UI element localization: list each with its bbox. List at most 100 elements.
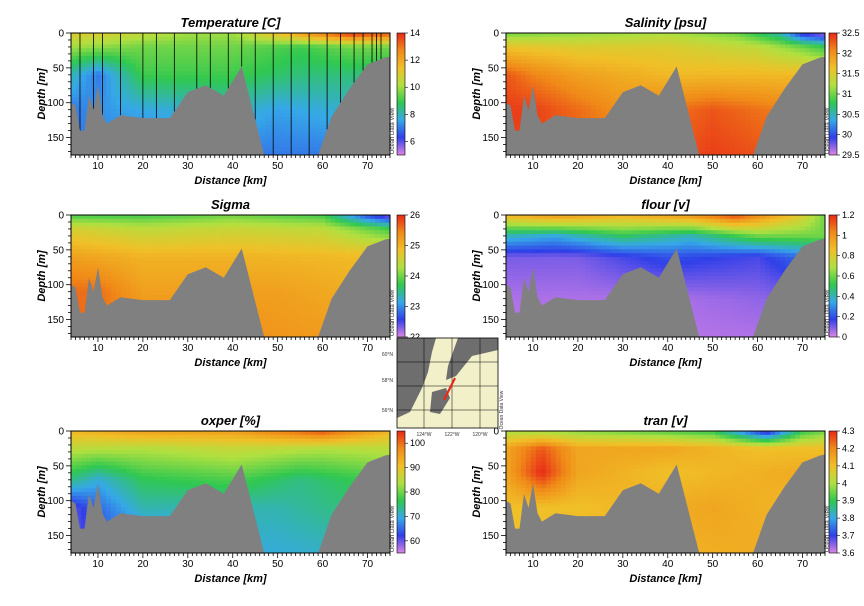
field-cell bbox=[616, 83, 622, 87]
field-cell bbox=[506, 98, 512, 102]
field-cell bbox=[255, 90, 261, 94]
field-cell bbox=[755, 60, 761, 64]
field-cell bbox=[775, 71, 781, 75]
field-cell bbox=[86, 257, 92, 261]
field-cell bbox=[151, 272, 157, 276]
field-cell bbox=[161, 75, 167, 79]
field-cell bbox=[101, 272, 107, 276]
field-cell bbox=[136, 83, 142, 87]
field-cell bbox=[171, 33, 177, 37]
field-cell bbox=[675, 37, 681, 41]
field-cell bbox=[355, 44, 361, 48]
field-cell bbox=[255, 109, 261, 113]
field-cell bbox=[111, 249, 117, 253]
field-cell bbox=[616, 67, 622, 71]
field-cell bbox=[636, 33, 642, 37]
field-cell bbox=[335, 67, 341, 71]
field-cell bbox=[710, 56, 716, 60]
field-cell bbox=[76, 261, 82, 265]
field-cell bbox=[516, 64, 522, 68]
field-cell bbox=[121, 272, 127, 276]
field-cell bbox=[121, 234, 127, 238]
field-cell bbox=[265, 121, 271, 125]
field-cell bbox=[631, 33, 637, 37]
field-cell bbox=[675, 33, 681, 37]
field-cell bbox=[536, 64, 542, 68]
field-cell bbox=[151, 276, 157, 280]
field-cell bbox=[166, 64, 172, 68]
field-cell bbox=[566, 98, 572, 102]
field-cell bbox=[245, 79, 251, 83]
field-cell bbox=[81, 52, 87, 56]
field-cell bbox=[91, 253, 97, 257]
field-cell bbox=[815, 48, 821, 52]
field-cell bbox=[760, 94, 766, 98]
field-cell bbox=[146, 60, 152, 64]
field-cell bbox=[735, 33, 741, 37]
field-cell bbox=[636, 52, 642, 56]
field-cell bbox=[71, 223, 77, 227]
field-cell bbox=[770, 94, 776, 98]
field-cell bbox=[106, 238, 112, 242]
field-cell bbox=[601, 60, 607, 64]
field-cell bbox=[71, 37, 77, 41]
field-cell bbox=[601, 64, 607, 68]
field-cell bbox=[730, 67, 736, 71]
field-cell bbox=[790, 41, 796, 45]
field-cell bbox=[156, 226, 162, 230]
field-cell bbox=[300, 71, 306, 75]
field-cell bbox=[141, 105, 147, 109]
field-cell bbox=[795, 56, 801, 60]
field-cell bbox=[516, 98, 522, 102]
field-cell bbox=[86, 261, 92, 265]
field-cell bbox=[611, 44, 617, 48]
field-cell bbox=[335, 83, 341, 87]
field-cell bbox=[591, 94, 597, 98]
field-cell bbox=[365, 44, 371, 48]
field-cell bbox=[551, 71, 557, 75]
field-cell bbox=[116, 249, 122, 253]
salinity-ylabel: Depth [m] bbox=[471, 68, 483, 120]
field-cell bbox=[690, 52, 696, 56]
field-cell bbox=[606, 33, 612, 37]
field-cell bbox=[265, 60, 271, 64]
field-cell bbox=[661, 37, 667, 41]
field-cell bbox=[81, 223, 87, 227]
field-cell bbox=[760, 64, 766, 68]
field-cell bbox=[621, 41, 627, 45]
field-cell bbox=[571, 83, 577, 87]
field-cell bbox=[310, 94, 316, 98]
field-cell bbox=[126, 44, 132, 48]
field-cell bbox=[680, 33, 686, 37]
field-cell bbox=[300, 117, 306, 121]
field-cell bbox=[330, 79, 336, 83]
field-cell bbox=[745, 105, 751, 109]
field-cell bbox=[516, 83, 522, 87]
field-cell bbox=[141, 52, 147, 56]
field-cell bbox=[740, 102, 746, 106]
field-cell bbox=[146, 223, 152, 227]
field-cell bbox=[646, 33, 652, 37]
field-cell bbox=[335, 52, 341, 56]
field-cell bbox=[715, 64, 721, 68]
field-cell bbox=[556, 67, 562, 71]
field-cell bbox=[161, 272, 167, 276]
field-cell bbox=[586, 109, 592, 113]
field-cell bbox=[536, 83, 542, 87]
field-cell bbox=[216, 71, 222, 75]
field-cell bbox=[765, 60, 771, 64]
field-cell bbox=[695, 52, 701, 56]
field-cell bbox=[601, 83, 607, 87]
field-cell bbox=[611, 75, 617, 79]
field-cell bbox=[91, 272, 97, 276]
field-cell bbox=[335, 79, 341, 83]
field-cell bbox=[775, 64, 781, 68]
field-cell bbox=[516, 117, 522, 121]
field-cell bbox=[700, 75, 706, 79]
field-cell bbox=[136, 52, 142, 56]
field-cell bbox=[81, 249, 87, 253]
field-cell bbox=[141, 60, 147, 64]
field-cell bbox=[161, 268, 167, 272]
field-cell bbox=[596, 37, 602, 41]
